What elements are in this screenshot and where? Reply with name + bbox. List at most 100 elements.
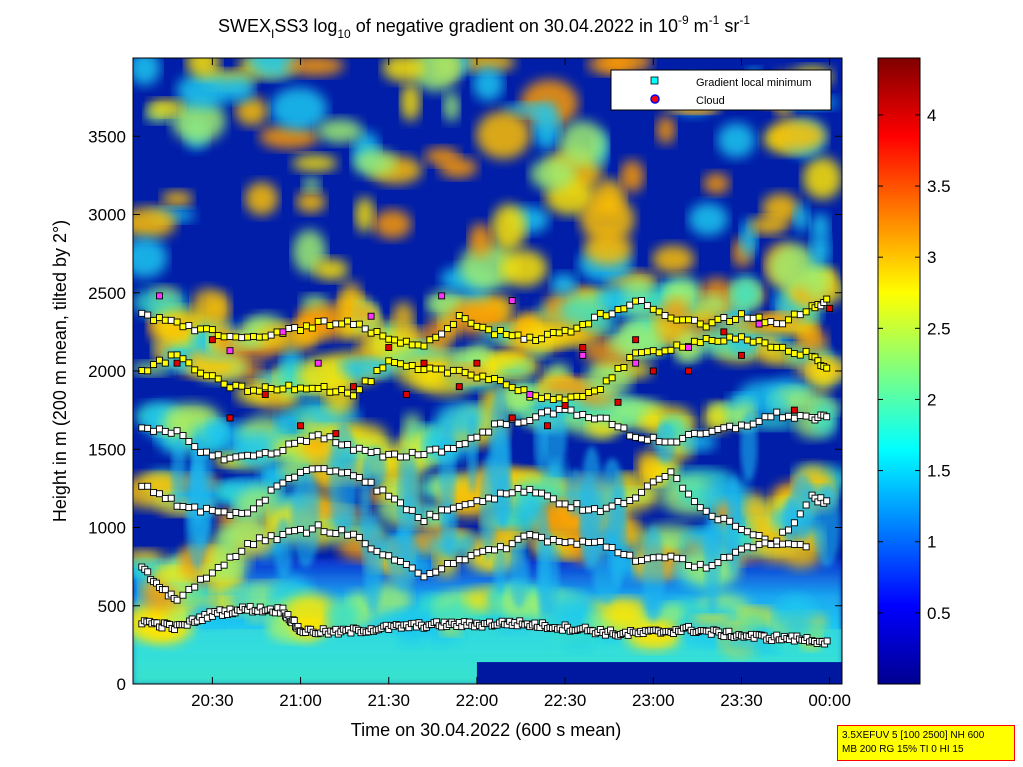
heatmap-blob — [244, 182, 279, 216]
gradient-minimum-marker — [438, 365, 446, 373]
gradient-minimum-marker — [444, 560, 451, 567]
gradient-minimum-marker — [790, 414, 798, 422]
gradient-minimum-marker — [702, 335, 710, 343]
gradient-minimum-marker — [690, 429, 698, 437]
gradient-minimum-marker — [220, 380, 228, 388]
y-tick-label: 3500 — [88, 127, 126, 146]
gradient-minimum-marker — [520, 488, 528, 496]
gradient-minimum-marker — [432, 365, 440, 373]
title-part-d: m — [689, 16, 709, 36]
gradient-minimum-marker — [238, 334, 246, 342]
gradient-minimum-marker — [643, 436, 651, 444]
gradient-minimum-marker — [279, 447, 287, 455]
gradient-minimum-marker — [720, 314, 728, 321]
gradient-minimum-marker — [344, 389, 352, 397]
gradient-minimum-marker — [602, 414, 610, 422]
gradient-minimum-marker — [385, 492, 393, 500]
gradient-minimum-marker — [685, 316, 693, 324]
info-line-2: MB 200 RG 15% TI 0 HI 15 — [842, 744, 964, 755]
heatmap-blob — [768, 243, 820, 292]
gradient-minimum-marker — [232, 333, 240, 341]
gradient-minimum-marker — [755, 313, 763, 321]
gradient-minimum-marker — [273, 482, 281, 490]
gradient-minimum-marker — [585, 389, 593, 396]
heatmap-blob — [133, 207, 176, 239]
gradient-minimum-marker — [261, 383, 269, 391]
gradient-minimum-marker — [708, 562, 716, 569]
gradient-minimum-marker — [144, 568, 152, 576]
gradient-minimum-marker — [608, 502, 616, 510]
gradient-minimum-marker — [255, 387, 263, 395]
gradient-minimum-marker — [332, 439, 340, 447]
gradient-minimum-marker — [373, 487, 381, 495]
heatmap-blob — [802, 157, 842, 200]
heatmap-blob — [809, 234, 831, 267]
gradient-minimum-marker — [732, 335, 740, 343]
gradient-minimum-marker — [485, 494, 493, 502]
heatmap-blob — [517, 491, 545, 526]
gradient-minimum-marker — [779, 540, 787, 548]
colorbar: 0.5 1 1.5 2 2.5 3 3.5 4 — [877, 57, 951, 685]
gradient-minimum-marker — [167, 494, 175, 502]
cloud-marker — [614, 398, 622, 406]
gradient-minimum-marker — [150, 361, 158, 368]
gradient-minimum-marker — [749, 531, 757, 539]
heatmap-blob — [235, 96, 268, 126]
gradient-minimum-marker — [338, 386, 346, 394]
gradient-minimum-marker — [502, 545, 510, 553]
heatmap-blob — [749, 216, 788, 235]
gradient-minimum-marker — [191, 503, 199, 511]
heatmap-blob — [509, 535, 529, 609]
gradient-minimum-marker — [361, 478, 369, 486]
gradient-minimum-marker — [244, 451, 252, 459]
gradient-minimum-marker — [679, 434, 687, 442]
gradient-minimum-marker — [555, 394, 563, 402]
gradient-minimum-marker — [161, 359, 169, 367]
y-tick-label: 500 — [98, 597, 126, 616]
gradient-minimum-marker — [632, 494, 640, 502]
gradient-minimum-marker — [544, 330, 551, 338]
gradient-minimum-marker — [191, 443, 199, 451]
gradient-minimum-marker — [426, 510, 434, 518]
gradient-minimum-marker — [302, 529, 310, 537]
heatmap-blob — [270, 87, 328, 131]
gradient-minimum-marker — [479, 428, 487, 436]
gradient-minimum-marker — [208, 452, 216, 460]
gradient-minimum-marker — [420, 366, 428, 374]
gradient-minimum-marker — [567, 538, 575, 546]
gradient-minimum-marker — [596, 385, 604, 393]
heatmap-blob — [302, 177, 321, 192]
cloud-edge-marker — [755, 320, 763, 328]
gradient-minimum-marker — [732, 548, 740, 556]
gradient-minimum-marker — [726, 318, 734, 325]
heatmap-blob — [382, 58, 424, 82]
gradient-minimum-marker — [326, 529, 334, 537]
gradient-minimum-marker — [291, 473, 299, 481]
gradient-minimum-marker — [614, 306, 622, 313]
gradient-minimum-marker — [156, 314, 163, 322]
gradient-minimum-marker — [308, 525, 316, 533]
gradient-minimum-marker — [749, 314, 757, 322]
gradient-minimum-marker — [320, 317, 328, 325]
heatmap-blob — [761, 193, 800, 224]
gradient-minimum-marker — [250, 332, 257, 340]
gradient-minimum-marker — [255, 499, 263, 507]
gradient-minimum-marker — [255, 534, 263, 542]
gradient-minimum-marker — [802, 501, 810, 509]
cloud-marker — [508, 414, 516, 422]
gradient-minimum-marker — [220, 333, 228, 341]
gradient-minimum-marker — [579, 506, 587, 514]
gradient-minimum-marker — [567, 406, 575, 414]
gradient-minimum-marker — [226, 511, 234, 519]
gradient-minimum-marker — [549, 495, 557, 503]
gradient-minimum-marker — [567, 328, 575, 336]
gradient-minimum-marker — [408, 506, 416, 514]
gradient-minimum-marker — [685, 431, 693, 439]
gradient-minimum-marker — [538, 394, 546, 402]
gradient-minimum-marker — [649, 478, 657, 486]
gradient-minimum-marker — [397, 339, 404, 347]
gradient-minimum-marker — [755, 532, 763, 539]
gradient-minimum-marker — [432, 513, 440, 521]
gradient-minimum-marker — [167, 316, 175, 324]
gradient-minimum-marker — [455, 441, 463, 449]
